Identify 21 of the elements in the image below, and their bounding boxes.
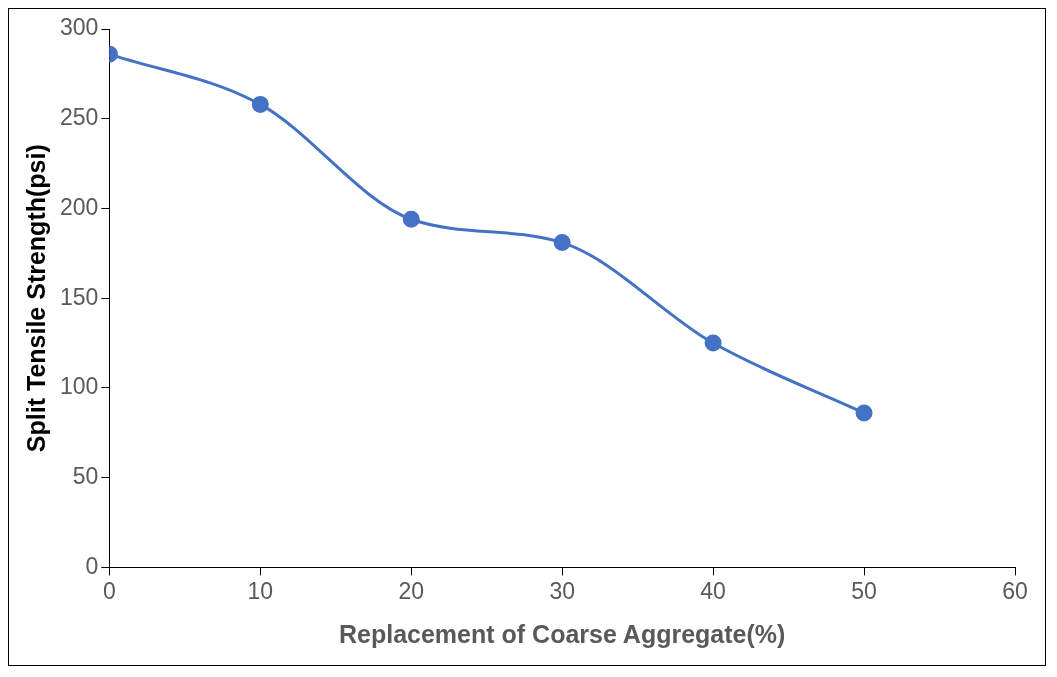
x-tick-label: 60 [1002,577,1028,604]
point [704,334,722,352]
y-axis-title: Split Tensile Strength(psi) [21,144,50,453]
x-tick-label: 50 [851,577,877,604]
y-tick-label: 250 [60,104,99,131]
point [251,95,269,113]
y-tick-label: 0 [85,552,99,579]
x-axis-title: Replacement of Coarse Aggregate(%) [338,619,786,648]
y-tick-label: 50 [72,463,99,490]
x-tick-label: 10 [247,577,274,604]
x-tick-label: 0 [102,577,116,604]
y-tick-label: 200 [60,193,99,220]
x-tick-label: 20 [398,577,425,604]
point [402,210,420,228]
y-tick-label: 100 [60,373,99,400]
y-tick-label: 300 [60,14,99,41]
y-tick-label: 150 [60,283,99,310]
point [553,234,571,252]
point [855,404,873,422]
x-tick-label: 40 [700,577,726,604]
x-tick-label: 30 [549,577,575,604]
